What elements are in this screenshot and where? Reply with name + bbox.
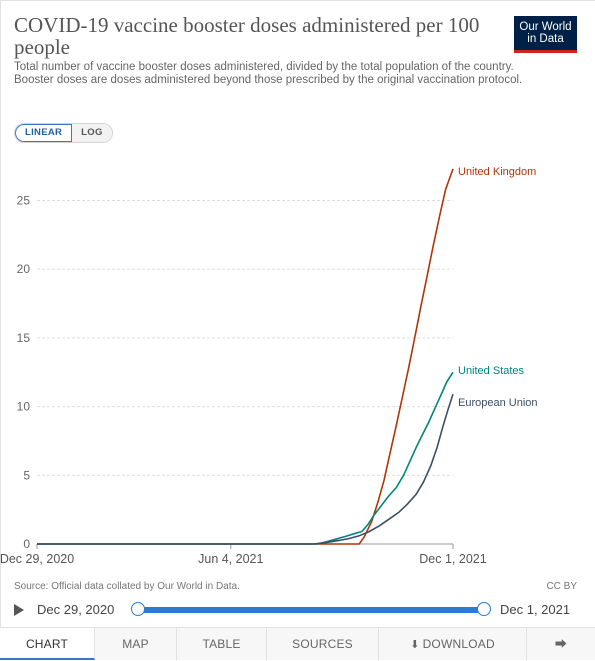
share-icon: ⮕ [554,637,568,651]
series-line-united-kingdom[interactable] [37,168,454,545]
timeline-end-label[interactable]: Dec 1, 2021 [500,602,571,617]
owid-logo[interactable]: Our World in Data [514,16,577,53]
tab-map[interactable]: MAP [95,628,177,660]
x-axis: Dec 29, 2020 Jun 4, 2021 Dec 1, 2021 [0,543,487,566]
series-label[interactable]: European Union [458,397,538,409]
y-tick-label: 25 [17,193,31,207]
scale-toggle: LINEAR LOG [14,123,113,143]
timeline-start-label[interactable]: Dec 29, 2020 [37,602,115,617]
tab-download[interactable]: ⬇ DOWNLOAD [379,628,527,660]
x-tick-label: Jun 4, 2021 [198,552,263,566]
y-tick-label: 0 [23,537,30,551]
play-icon[interactable] [14,604,24,616]
chart-title: COVID-19 vaccine booster doses administe… [14,13,480,59]
license-link[interactable]: CC BY [546,581,577,592]
tab-table[interactable]: TABLE [177,628,267,660]
y-tick-label: 20 [17,262,31,276]
tab-sources[interactable]: SOURCES [267,628,379,660]
series-lines [37,168,454,545]
tab-bar: CHART MAP TABLE SOURCES ⬇ DOWNLOAD ⮕ [0,627,595,660]
timeline-end-handle[interactable] [477,602,491,616]
linear-scale-button[interactable]: LINEAR [15,124,73,142]
grid-lines [37,199,453,476]
y-axis-ticks: 0 5 10 15 20 25 [17,193,31,551]
tab-chart[interactable]: CHART [0,628,95,660]
timeline-start-handle[interactable] [131,602,145,616]
y-tick-label: 15 [17,331,31,345]
share-button[interactable]: ⮕ [527,628,595,660]
series-label[interactable]: United Kingdom [458,166,536,178]
series-line-united-states[interactable] [37,371,454,545]
series-label[interactable]: United States [458,365,525,377]
tab-download-label: DOWNLOAD [422,637,495,651]
download-icon: ⬇ [410,639,420,651]
y-tick-label: 5 [23,468,30,482]
logo-line-2: in Data [527,33,564,45]
timeline: Dec 29, 2020 Dec 1, 2021 [14,600,580,620]
timeline-track[interactable] [137,607,484,613]
log-scale-button[interactable]: LOG [72,124,112,142]
chart-subtitle: Total number of vaccine booster doses ad… [14,61,523,86]
y-tick-label: 10 [17,400,31,414]
x-tick-label: Dec 29, 2020 [0,552,74,566]
series-labels: United Kingdom United States European Unio… [458,166,538,409]
logo-line-1: Our World [519,21,572,33]
x-tick-label: Dec 1, 2021 [419,552,486,566]
series-line-european-union[interactable] [37,393,454,545]
source-note[interactable]: Source: Official data collated by Our Wo… [14,581,240,592]
line-chart: 0 5 10 15 20 25 Dec 29, 2020 Jun 4, 2021 Dec 1,… [0,166,538,566]
